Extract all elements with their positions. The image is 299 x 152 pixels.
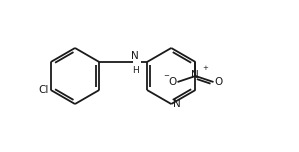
Text: O: O	[214, 77, 223, 87]
Text: +: +	[202, 65, 208, 71]
Text: N: N	[173, 99, 181, 109]
Text: N: N	[131, 51, 139, 61]
Text: O: O	[168, 77, 176, 87]
Text: Cl: Cl	[38, 85, 49, 95]
Text: −: −	[164, 73, 170, 79]
Text: N: N	[191, 70, 198, 80]
Text: H: H	[132, 66, 139, 75]
